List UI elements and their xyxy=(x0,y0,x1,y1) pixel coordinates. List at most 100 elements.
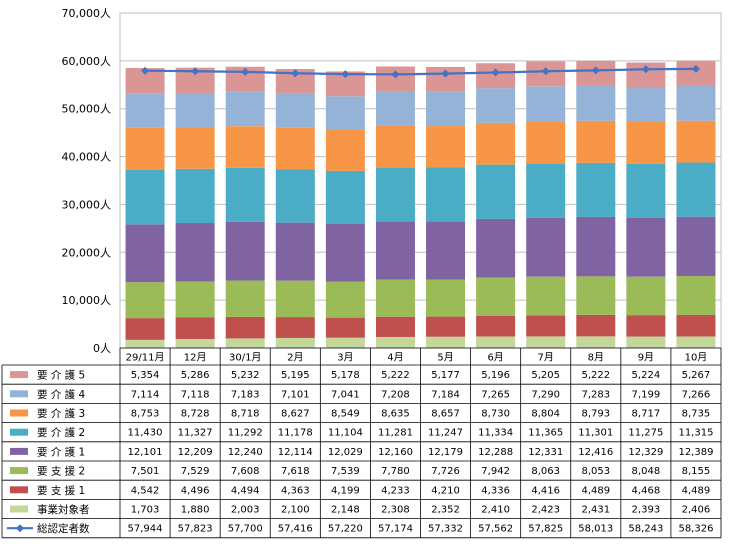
table-cell-value: 4,363 xyxy=(281,485,310,496)
x-category-label: 7月 xyxy=(538,352,554,364)
table-cell-value: 7,726 xyxy=(431,466,460,477)
legend-series-label: 要 介 護 4 xyxy=(37,388,86,401)
legend-series-label: 要 支 援 2 xyxy=(37,465,85,478)
y-tick-label: 40,000人 xyxy=(62,151,112,164)
table-cell-value: 8,657 xyxy=(431,409,460,420)
legend-key-swatch xyxy=(10,409,28,417)
table-cell-value: 2,410 xyxy=(481,505,510,516)
table-cell-value: 57,700 xyxy=(228,524,263,535)
bar-segment xyxy=(526,276,566,316)
stacked-bars xyxy=(125,60,716,348)
bar-segment xyxy=(375,167,415,222)
bar-segment xyxy=(125,339,165,348)
bar-segment xyxy=(175,317,215,340)
table-cell-value: 7,208 xyxy=(381,389,410,400)
table-cell-value: 7,101 xyxy=(281,389,310,400)
table-cell-value: 8,063 xyxy=(531,466,560,477)
table-cell-value: 8,804 xyxy=(531,409,560,420)
table-cell-value: 57,174 xyxy=(378,524,413,535)
bar-segment xyxy=(225,316,265,339)
legend-key-swatch xyxy=(10,447,28,455)
table-cell-value: 8,753 xyxy=(131,409,160,420)
table-cell-value: 7,780 xyxy=(381,466,410,477)
table-cell-value: 58,326 xyxy=(678,524,713,535)
bar-segment xyxy=(375,125,415,168)
bar-segment xyxy=(576,162,616,217)
y-tick-label: 20,000人 xyxy=(62,246,112,259)
table-cell-value: 11,327 xyxy=(178,428,213,439)
x-category-label: 3月 xyxy=(337,352,353,364)
table-cell-value: 4,489 xyxy=(682,485,711,496)
table-cell-value: 8,718 xyxy=(231,409,260,420)
table-cell-value: 12,240 xyxy=(228,447,263,458)
table-cell-value: 58,243 xyxy=(628,524,663,535)
table-cell-value: 12,416 xyxy=(578,447,613,458)
table-cell-value: 5,232 xyxy=(231,370,260,381)
table-cell-value: 4,199 xyxy=(331,485,360,496)
bar-segment xyxy=(275,337,315,348)
total-line-marker xyxy=(191,67,200,76)
total-line-path xyxy=(145,67,696,76)
legend-series-label: 要 支 援 1 xyxy=(37,484,85,497)
table-cell-value: 8,717 xyxy=(632,409,661,420)
table-cell-value: 8,549 xyxy=(331,409,360,420)
bar-segment xyxy=(476,315,516,337)
total-line-marker xyxy=(391,70,400,79)
table-cell-value: 11,104 xyxy=(328,428,363,439)
table-cell-value: 7,266 xyxy=(682,389,711,400)
table-cell-value: 12,101 xyxy=(128,447,163,458)
table-cell-value: 4,416 xyxy=(531,485,560,496)
table-cell-value: 4,233 xyxy=(381,485,410,496)
table-cell-value: 2,148 xyxy=(331,505,360,516)
table-cell-value: 5,224 xyxy=(632,370,661,381)
bar-segment xyxy=(526,163,566,218)
table-cell-value: 8,735 xyxy=(682,409,711,420)
bar-segment xyxy=(476,122,516,165)
legend-key-swatch xyxy=(10,371,28,379)
table-cell-value: 11,334 xyxy=(478,428,513,439)
bar-segment xyxy=(275,93,315,128)
bar-segment xyxy=(125,318,165,340)
bar-segment xyxy=(225,167,265,222)
table-cell-value: 7,942 xyxy=(481,466,510,477)
legend-key-swatch xyxy=(10,486,28,494)
table-cell-value: 4,336 xyxy=(481,485,510,496)
bar-segment xyxy=(676,315,716,337)
table-cell-value: 12,160 xyxy=(378,447,413,458)
x-category-label: 30/1月 xyxy=(229,352,261,364)
bar-segment xyxy=(125,93,165,128)
total-line-marker xyxy=(491,68,500,77)
bar-segment xyxy=(426,279,466,317)
table-cell-value: 5,354 xyxy=(131,370,160,381)
bar-segment xyxy=(576,85,616,121)
table-cell-value: 11,301 xyxy=(578,428,613,439)
bar-segment xyxy=(676,216,716,276)
table-cell-value: 7,114 xyxy=(131,389,160,400)
table-cell-value: 4,494 xyxy=(231,485,260,496)
table-cell-value: 8,635 xyxy=(381,409,410,420)
table-cell-value: 7,041 xyxy=(331,389,360,400)
table-cell-value: 12,179 xyxy=(428,447,463,458)
total-line-marker xyxy=(591,66,600,75)
x-category-label: 9月 xyxy=(638,352,654,364)
table-cell-value: 7,501 xyxy=(131,466,160,477)
bar-segment xyxy=(325,317,365,338)
bar-segment xyxy=(225,280,265,317)
table-cell-value: 8,048 xyxy=(632,466,661,477)
table-cell-value: 8,627 xyxy=(281,409,310,420)
bar-segment xyxy=(426,91,466,127)
bar-segment xyxy=(626,217,666,277)
table-cell-value: 12,331 xyxy=(528,447,563,458)
table-cell-value: 12,288 xyxy=(478,447,513,458)
legend-series-label: 総認定者数 xyxy=(37,522,90,535)
bar-segment xyxy=(676,85,716,121)
x-category-label: 6月 xyxy=(487,352,503,364)
x-category-label: 12月 xyxy=(184,352,207,364)
bar-segment xyxy=(325,223,365,282)
table-cell-value: 4,542 xyxy=(131,485,160,496)
bar-segment xyxy=(626,87,666,122)
total-line xyxy=(141,64,700,79)
legend-series-label: 要 介 護 2 xyxy=(37,426,85,439)
table-cell-value: 57,220 xyxy=(328,524,363,535)
